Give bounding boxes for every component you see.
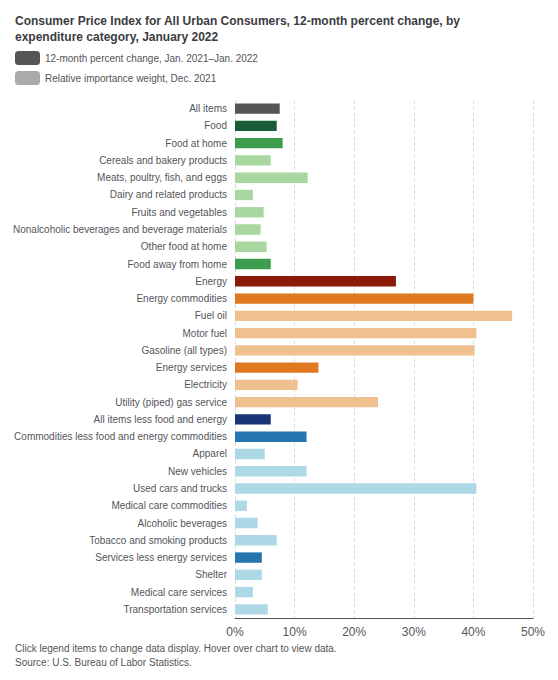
svg-text:10%: 10% <box>283 625 307 639</box>
svg-text:Used cars and trucks: Used cars and trucks <box>133 483 227 494</box>
svg-text:All items: All items <box>189 103 227 114</box>
svg-text:Electricity: Electricity <box>184 379 227 390</box>
svg-text:Energy: Energy <box>195 276 227 287</box>
svg-text:Tobacco and smoking products: Tobacco and smoking products <box>89 535 227 546</box>
svg-text:Dairy and related products: Dairy and related products <box>110 189 227 200</box>
svg-text:Motor fuel: Motor fuel <box>183 328 227 339</box>
svg-text:Energy commodities: Energy commodities <box>136 293 227 304</box>
svg-text:Source: U.S. Bureau of Labor S: Source: U.S. Bureau of Labor Statistics. <box>15 657 192 668</box>
svg-text:Services less energy services: Services less energy services <box>95 552 227 563</box>
svg-text:Energy services: Energy services <box>156 362 227 373</box>
svg-text:Apparel: Apparel <box>193 448 227 459</box>
svg-text:All items less food and energy: All items less food and energy <box>94 414 227 425</box>
svg-text:50%: 50% <box>521 625 545 639</box>
svg-text:Medical care services: Medical care services <box>131 587 227 598</box>
svg-text:Commodities less food and ener: Commodities less food and energy commodi… <box>14 431 227 442</box>
svg-text:Food: Food <box>204 120 227 131</box>
svg-text:expenditure category, January: expenditure category, January 2022 <box>15 30 219 44</box>
svg-text:Fruits and vegetables: Fruits and vegetables <box>131 207 227 218</box>
svg-text:Fuel oil: Fuel oil <box>195 310 227 321</box>
svg-text:Shelter: Shelter <box>195 569 227 580</box>
svg-text:Utility (piped) gas service: Utility (piped) gas service <box>115 397 227 408</box>
svg-text:Medical care commodities: Medical care commodities <box>111 500 227 511</box>
svg-text:Food at home: Food at home <box>165 138 227 149</box>
svg-text:12-month percent change, Jan.: 12-month percent change, Jan. 2021–Jan. … <box>45 53 258 64</box>
svg-text:Gasoline (all types): Gasoline (all types) <box>141 345 227 356</box>
svg-text:Relative importance weight, De: Relative importance weight, Dec. 2021 <box>45 73 217 84</box>
svg-text:Nonalcoholic beverages and bev: Nonalcoholic beverages and beverage mate… <box>13 224 227 235</box>
svg-text:0%: 0% <box>226 625 244 639</box>
svg-text:Cereals and bakery products: Cereals and bakery products <box>99 155 227 166</box>
svg-text:New vehicles: New vehicles <box>168 466 227 477</box>
svg-text:Consumer Price Index for All U: Consumer Price Index for All Urban Consu… <box>15 14 460 28</box>
svg-text:Food away from home: Food away from home <box>128 259 228 270</box>
svg-text:Other food at home: Other food at home <box>141 241 228 252</box>
svg-text:Meats, poultry, fish, and eggs: Meats, poultry, fish, and eggs <box>97 172 227 183</box>
svg-text:Transportation services: Transportation services <box>123 604 227 615</box>
svg-text:30%: 30% <box>402 625 426 639</box>
svg-text:20%: 20% <box>342 625 366 639</box>
svg-text:40%: 40% <box>461 625 485 639</box>
svg-text:Click legend items to change d: Click legend items to change data displa… <box>15 643 337 654</box>
svg-text:Alcoholic beverages: Alcoholic beverages <box>138 518 228 529</box>
